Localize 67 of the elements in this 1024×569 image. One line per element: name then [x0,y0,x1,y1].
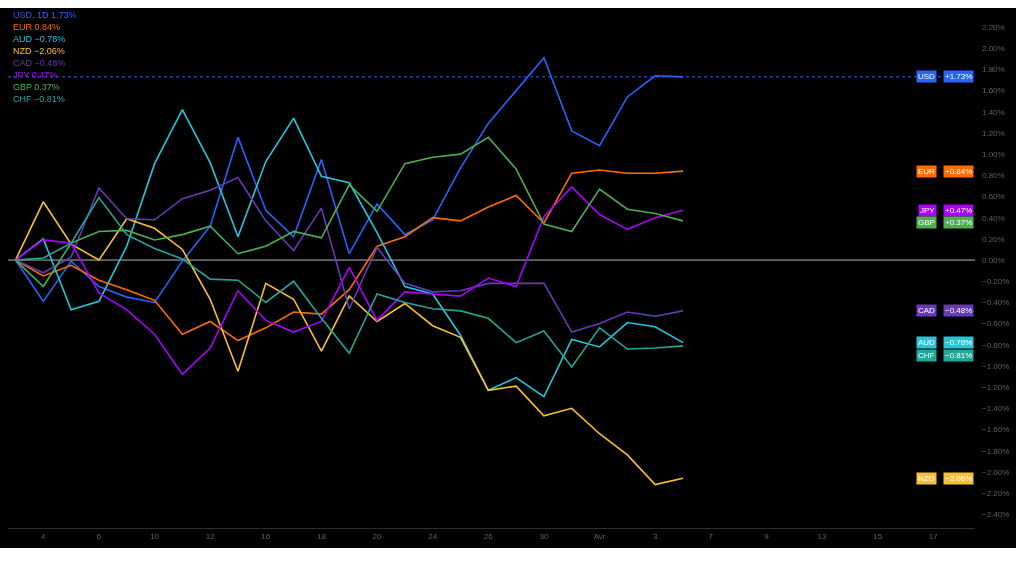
x-tick-label: 13 [817,531,828,541]
x-tick-label: 26 [483,531,494,541]
x-tick-label: 30 [539,531,549,541]
y-tick-label: 2.00% [982,44,1005,54]
y-tick-label: −1.60% [982,425,1010,435]
annotation: CAD −0.48% [13,58,66,68]
annotation: USD, 1D 1.73% [13,10,77,20]
y-tick-label: 1.80% [982,65,1005,75]
annotation: NZD −2.06% [13,46,65,56]
y-tick-label: −0.20% [982,277,1010,287]
y-tick-label: 0.20% [982,234,1005,244]
y-tick-label: −1.00% [982,361,1010,371]
legend-label: NZD [918,474,935,483]
annotation: +0.47% [945,206,973,215]
y-tick-label: 2.20% [982,22,1005,32]
x-tick-label: 3 [652,531,658,541]
y-tick-label: 1.20% [982,128,1005,138]
x-tick-label: 10 [150,531,160,541]
y-tick-label: −2.20% [982,488,1010,498]
legend-label: JPY [920,206,936,215]
legend-label: CHF [918,351,935,360]
x-tick-label: 20 [372,531,383,541]
y-tick-label: −1.80% [982,446,1010,456]
annotation: +1.73% [945,72,973,81]
annotation: −2.06% [945,474,973,483]
annotation: −0.81% [945,351,973,360]
annotation: EUR 0.84% [13,22,61,32]
x-tick-label: 18 [316,531,327,541]
legend-label: GBP [918,218,935,227]
line-series [14,136,684,288]
legend-label: USD [918,72,936,81]
y-tick-label: 1.60% [982,86,1005,96]
legend-label: EUR [918,167,936,176]
legend-label: AUD [918,338,936,347]
y-tick-label: −2.40% [982,510,1010,520]
y-tick-label: 0.80% [982,171,1005,181]
y-tick-label: 0.60% [982,192,1005,202]
annotation: GBP 0.37% [13,82,60,92]
line-series [14,201,684,486]
y-tick-label: −0.40% [982,298,1010,308]
x-tick-label: 16 [261,531,271,541]
annotation: +0.37% [945,218,973,227]
y-tick-label: −2.00% [982,467,1010,477]
annotation: −0.48% [945,306,973,315]
y-tick-label: −0.80% [982,340,1010,350]
x-tick-label: Avr [593,531,606,541]
x-tick-label: 15 [873,531,883,541]
y-tick-label: 0.00% [982,255,1005,265]
x-tick-label: 12 [205,531,216,541]
x-tick-label: 24 [428,531,438,541]
y-tick-label: −0.60% [982,319,1010,329]
x-tick-label: 4 [41,531,47,541]
y-tick-label: 1.00% [982,149,1005,159]
annotation: −0.78% [945,338,973,347]
x-tick-label: 7 [708,531,714,541]
y-tick-label: −1.40% [982,404,1010,414]
annotation: AUD −0.78% [13,34,66,44]
annotation: JPY 0.47% [13,70,58,80]
y-tick-label: 0.40% [982,213,1005,223]
annotation: CHF −0.81% [13,94,65,104]
y-tick-label: −1.20% [982,382,1010,392]
annotation: +0.84% [945,167,973,176]
x-tick-label: 9 [764,531,770,541]
legend-label: CAD [918,306,936,315]
x-tick-label: 17 [928,531,939,541]
x-tick-label: 6 [96,531,102,541]
y-tick-label: 1.40% [982,107,1005,117]
